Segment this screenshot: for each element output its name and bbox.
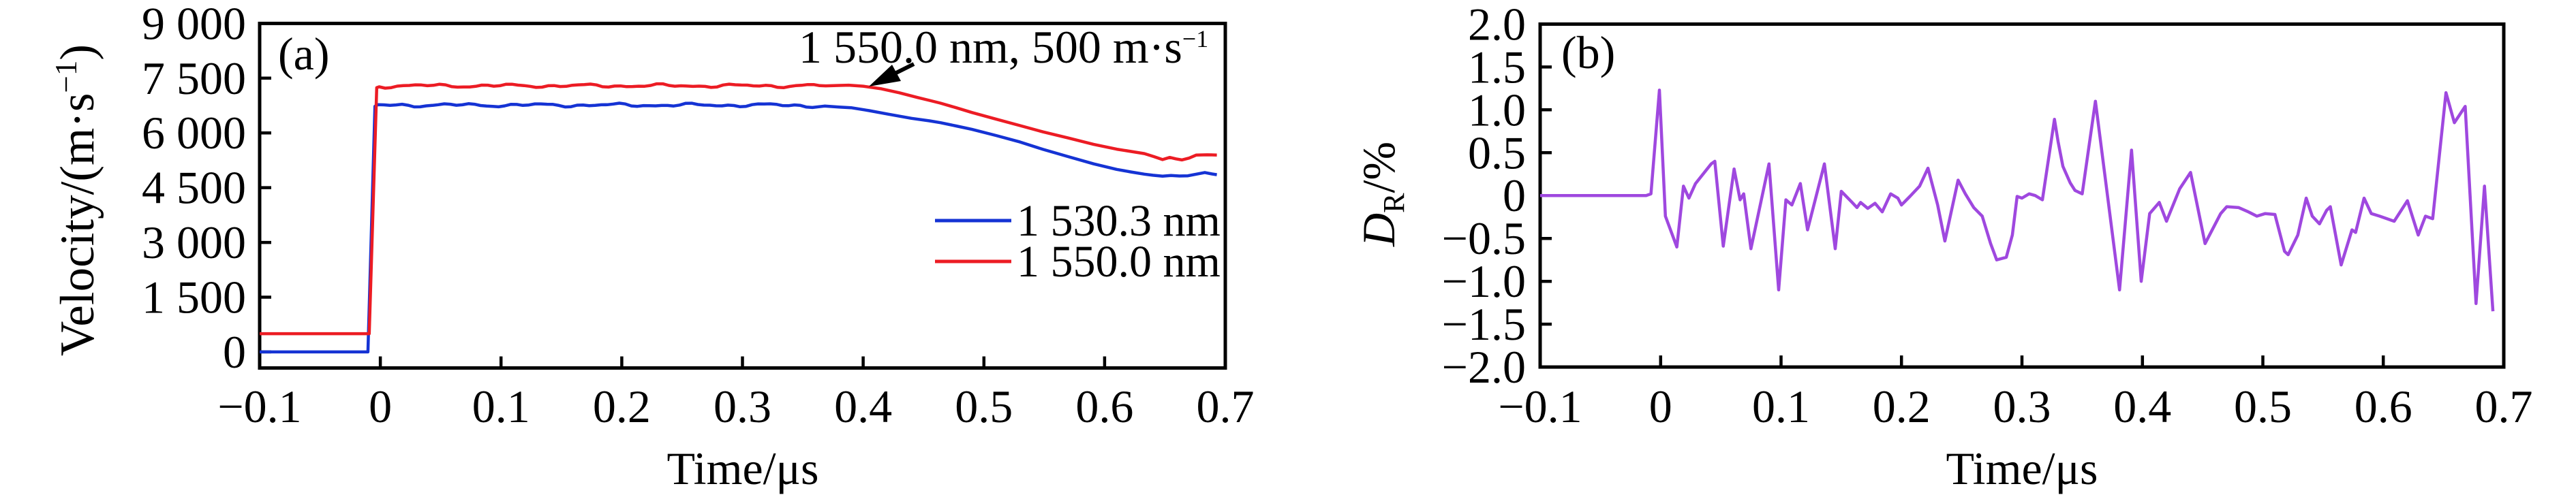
svg-text:0.5: 0.5 [1468,127,1526,178]
svg-text:0.6: 0.6 [2355,381,2412,432]
svg-text:9 000: 9 000 [142,0,246,49]
svg-text:1.0: 1.0 [1468,84,1526,135]
svg-text:1.5: 1.5 [1468,41,1526,93]
svg-text:0: 0 [223,326,246,378]
svg-text:0: 0 [1503,170,1526,221]
svg-text:0.1: 0.1 [472,381,530,432]
svg-text:1 500: 1 500 [142,272,246,323]
svg-text:7 500: 7 500 [142,52,246,104]
svg-text:(b): (b) [1561,27,1615,78]
svg-text:0.7: 0.7 [2475,381,2533,432]
svg-text:−0.1: −0.1 [217,381,301,432]
svg-text:0: 0 [369,381,392,432]
svg-text:0.6: 0.6 [1075,381,1133,432]
svg-text:0.7: 0.7 [1197,381,1255,432]
svg-text:1 530.3 nm: 1 530.3 nm [1017,196,1221,246]
svg-text:3 000: 3 000 [142,217,246,268]
svg-text:4 500: 4 500 [142,162,246,214]
svg-text:0.3: 0.3 [714,381,771,432]
svg-text:−2.0: −2.0 [1442,341,1526,393]
svg-text:Velocity/(m·s−1): Velocity/(m·s−1) [49,44,104,356]
svg-text:−1.5: −1.5 [1442,298,1526,350]
svg-text:Time/μs: Time/μs [1946,443,2098,494]
svg-text:0: 0 [1649,381,1672,432]
svg-text:2.0: 2.0 [1468,0,1526,50]
svg-text:0.2: 0.2 [1873,381,1931,432]
svg-text:0.4: 0.4 [834,381,892,432]
svg-text:0.3: 0.3 [1993,381,2051,432]
svg-text:−0.1: −0.1 [1498,381,1582,432]
svg-text:(a): (a) [278,28,329,80]
svg-text:−1.0: −1.0 [1442,255,1526,307]
svg-text:DR/%: DR/% [1353,142,1411,247]
svg-text:0.4: 0.4 [2113,381,2171,432]
svg-text:−0.5: −0.5 [1442,212,1526,264]
svg-text:1 550.0 nm, 500 m·s−1: 1 550.0 nm, 500 m·s−1 [799,21,1208,73]
svg-text:Time/μs: Time/μs [667,443,819,494]
svg-text:1 550.0 nm: 1 550.0 nm [1017,237,1221,287]
svg-text:0.5: 0.5 [955,381,1013,432]
svg-text:0.1: 0.1 [1752,381,1810,432]
svg-text:6 000: 6 000 [142,107,246,159]
svg-text:0.2: 0.2 [593,381,651,432]
svg-text:0.5: 0.5 [2234,381,2292,432]
